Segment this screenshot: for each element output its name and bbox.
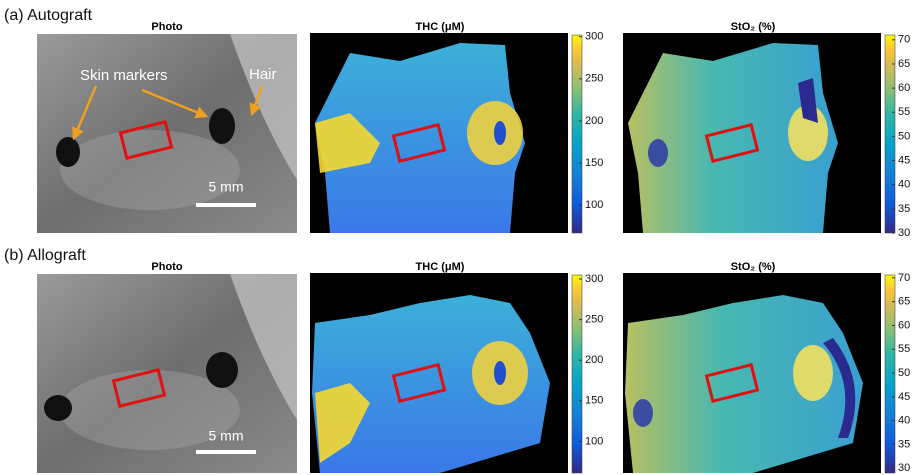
colorbar-tick-label: 50 [898,367,910,379]
colorbar-tick-label: 60 [898,319,910,331]
panel-label: (a) Autograft [4,7,93,24]
colorbar-tick-label: 100 [585,435,603,447]
cold-spot [633,399,653,427]
colorbar [885,275,895,473]
colorbar [572,35,582,233]
scale-bar-label: 5 mm [209,179,244,195]
colorbar-tick-label: 45 [898,391,910,403]
colorbar-tick-label: 300 [585,273,603,285]
colorbar-tick-label: 70 [898,272,910,284]
map-title: StO₂ (%) [731,261,776,273]
map [623,273,881,473]
colorbar-tick-label: 100 [585,199,603,211]
panel-label: (b) Allograft [4,247,86,264]
colorbar-tick-label: 55 [898,106,910,118]
map-title: THC (μM) [416,21,465,33]
colorbar-tick-label: 55 [898,343,910,355]
map [310,33,568,233]
skin-marker [206,352,238,388]
colorbar-tick-label: 70 [898,34,910,46]
hot-region [793,345,833,401]
colorbar-tick-label: 35 [898,203,910,215]
colorbar-tick-label: 50 [898,130,910,142]
colorbar-tick-label: 300 [585,31,603,43]
map-title: THC (μM) [416,261,465,273]
colorbar-tick-label: 150 [585,395,603,407]
colorbar [572,275,582,473]
map [310,273,568,473]
colorbar-tick-label: 150 [585,157,603,169]
colorbar-tick-label: 30 [898,462,910,474]
colorbar-tick-label: 200 [585,354,603,366]
annotation: Hair [249,66,277,83]
colorbar [885,35,895,233]
colorbar-tick-label: 250 [585,73,603,85]
colorbar-tick-label: 40 [898,415,910,427]
scale-bar-label: 5 mm [209,428,244,444]
figure: (a) Autograft Photo 5 mm Skin markers Hair TH… [0,0,912,475]
annotation: Skin markers [80,67,168,84]
panel: (a) Autograft Photo 5 mm Skin markers Hair TH… [4,7,910,239]
colorbar-tick-label: 200 [585,115,603,127]
photo-title: Photo [151,21,182,33]
colorbar-tick-label: 60 [898,82,910,94]
skin-marker [44,395,72,421]
colorbar-tick-label: 35 [898,438,910,450]
colorbar-tick-label: 45 [898,154,910,166]
cold-spot [648,139,668,167]
cold-spot [494,361,506,385]
photo-glow [60,130,240,210]
skin-marker [209,108,235,144]
colorbar-tick-label: 40 [898,179,910,191]
panel: (b) Allograft Photo 5 mm THC (μM) 100 150 200 2… [4,247,910,474]
skin-marker [56,137,80,167]
colorbar-tick-label: 30 [898,227,910,239]
colorbar-tick-label: 65 [898,296,910,308]
cold-spot [494,121,506,145]
map [623,33,881,233]
map-title: StO₂ (%) [731,21,776,33]
photo-title: Photo [151,261,182,273]
colorbar-tick-label: 65 [898,58,910,70]
colorbar-tick-label: 250 [585,314,603,326]
